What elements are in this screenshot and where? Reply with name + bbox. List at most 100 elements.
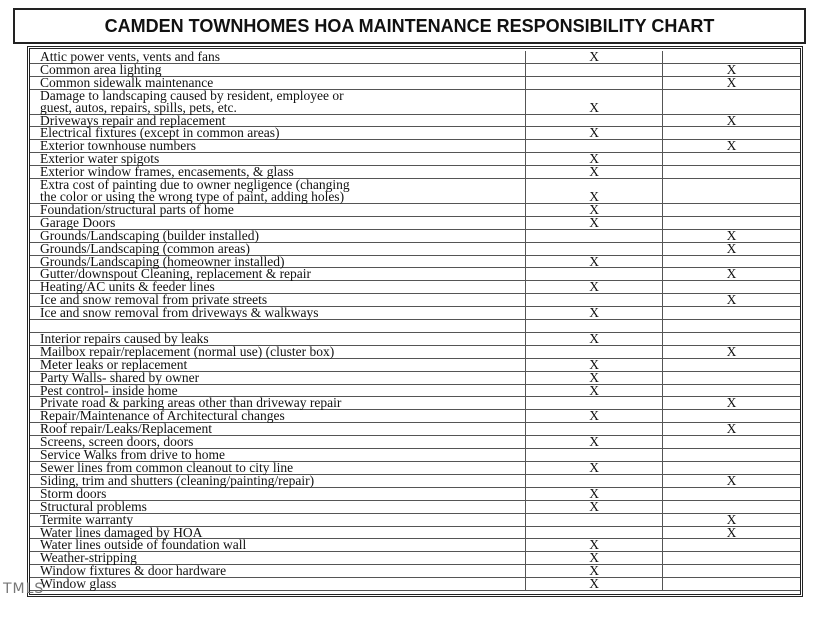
owner-mark: X xyxy=(589,563,599,579)
item-text: Grounds/Landscaping (builder installed) xyxy=(40,227,259,243)
owner-mark: X xyxy=(589,188,599,204)
hoa-cell: X xyxy=(663,395,800,411)
item-cell: Meter leaks or replacement xyxy=(30,358,527,371)
owner-cell: X xyxy=(526,500,664,513)
hoa-cell xyxy=(663,539,800,551)
hoa-cell: X xyxy=(663,512,800,525)
item-cell: Water lines outside of foundation wall xyxy=(30,538,527,552)
owner-cell: X xyxy=(526,306,664,319)
owner-cell: X xyxy=(526,50,664,63)
owner-cell xyxy=(526,320,664,332)
item-cell: Ice and snow removal from private street… xyxy=(30,293,527,306)
hoa-mark: X xyxy=(726,61,737,77)
owner-mark: X xyxy=(589,382,599,398)
table-row: Interior repairs caused by leaks X xyxy=(30,332,800,346)
owner-mark: X xyxy=(589,537,599,553)
table-row: Structural problems X xyxy=(30,498,800,514)
item-cell: Exterior window frames, encasements, & g… xyxy=(30,165,527,178)
item-text: Mailbox repair/replacement (normal use) … xyxy=(40,343,335,359)
owner-cell xyxy=(526,397,664,410)
item-cell: Exterior water spigots xyxy=(30,151,527,167)
table-row: Repair/Maintenance of Architectural chan… xyxy=(30,408,800,424)
item-text: Structural problems xyxy=(40,498,147,514)
table-row: Attic power vents, vents and fans X xyxy=(30,50,800,64)
item-text: Window fixtures & door hardware xyxy=(40,563,227,579)
table-row: Damage to landscaping caused by resident… xyxy=(30,87,800,115)
hoa-cell: X xyxy=(663,422,800,435)
table-row: Ice and snow removal from driveways & wa… xyxy=(30,305,800,321)
table-row: Water lines damaged by HOA X xyxy=(30,524,800,540)
owner-cell: X xyxy=(526,126,664,140)
owner-cell xyxy=(526,140,664,153)
item-cell: Ice and snow removal from driveways & wa… xyxy=(30,305,527,321)
owner-mark: X xyxy=(589,99,599,115)
owner-cell: X xyxy=(526,356,664,372)
item-cell: Attic power vents, vents and fans xyxy=(30,50,527,63)
table-row: Meter leaks or replacement X xyxy=(30,356,800,372)
hoa-cell xyxy=(663,578,800,590)
item-cell: Siding, trim and shutters (cleaning/pain… xyxy=(30,474,527,487)
owner-mark: X xyxy=(589,459,599,475)
table-row: Common area lighting X xyxy=(30,61,800,77)
hoa-cell xyxy=(663,217,800,229)
hoa-mark: X xyxy=(726,524,737,540)
owner-cell: X xyxy=(526,201,664,217)
owner-cell: X xyxy=(526,563,664,579)
table-row: Screens, screen doors, doors X xyxy=(30,435,800,450)
item-text: Heating/AC units & feeder lines xyxy=(40,279,215,295)
item-cell: Grounds/Landscaping (homeowner installed… xyxy=(30,254,527,268)
table-row: Driveways repair and replacement X xyxy=(30,113,800,128)
item-cell: Foundation/structural parts of home xyxy=(30,203,527,216)
owner-cell: X xyxy=(526,485,664,501)
item-text: Window glass xyxy=(40,576,117,592)
owner-mark: X xyxy=(589,356,599,372)
owner-cell: X xyxy=(526,409,664,423)
hoa-cell: X xyxy=(663,139,800,152)
owner-mark: X xyxy=(589,164,599,180)
owner-cell xyxy=(526,526,664,539)
item-text: Storm doors xyxy=(40,485,107,501)
item-cell: Extra cost of painting due to owner negl… xyxy=(30,178,527,204)
item-cell xyxy=(30,320,527,332)
owner-cell: X xyxy=(526,280,664,294)
owner-cell: X xyxy=(526,551,664,565)
item-cell: Garage Doors xyxy=(30,214,527,230)
table-row: Grounds/Landscaping (common areas) X xyxy=(30,241,800,256)
item-text: Damage to landscaping caused by resident… xyxy=(40,87,344,103)
hoa-cell xyxy=(663,449,800,461)
item-text: Garage Doors xyxy=(40,214,116,230)
item-text: Ice and snow removal from driveways & wa… xyxy=(40,305,319,321)
hoa-mark: X xyxy=(726,266,737,282)
table-row: Window glass X xyxy=(30,576,800,592)
owner-cell: X xyxy=(526,152,664,165)
hoa-cell xyxy=(663,153,800,165)
owner-cell xyxy=(526,423,664,436)
item-cell: Grounds/Landscaping (common areas) xyxy=(30,241,527,255)
owner-cell xyxy=(526,76,664,89)
owner-cell xyxy=(526,268,664,281)
owner-mark: X xyxy=(589,201,599,217)
table-row: Heating/AC units & feeder lines X xyxy=(30,279,800,295)
item-text: Gutter/downspout Cleaning, replacement &… xyxy=(40,266,312,282)
owner-cell: X xyxy=(526,179,664,204)
item-text: Service Walks from drive to home xyxy=(40,447,225,463)
hoa-cell xyxy=(663,501,800,513)
item-cell: Window fixtures & door hardware xyxy=(30,563,527,579)
hoa-cell xyxy=(663,488,800,500)
owner-mark: X xyxy=(589,485,599,501)
item-text: Common area lighting xyxy=(40,61,162,77)
item-text: Exterior water spigots xyxy=(40,151,160,167)
item-text: the color or using the wrong type of pai… xyxy=(40,188,345,204)
hoa-cell xyxy=(663,436,800,448)
item-text: Termite warranty xyxy=(40,511,134,527)
hoa-mark: X xyxy=(726,395,737,411)
table-row xyxy=(30,320,800,333)
hoa-mark: X xyxy=(726,292,737,308)
hoa-cell xyxy=(663,320,800,332)
hoa-cell: X xyxy=(663,266,800,282)
item-text: guest, autos, repairs, spills, pets, etc… xyxy=(40,99,237,115)
item-text: Roof repair/Leaks/Replacement xyxy=(40,421,213,437)
item-text: Repair/Maintenance of Architectural chan… xyxy=(40,408,285,424)
table-row: Roof repair/Leaks/Replacement X xyxy=(30,421,800,437)
